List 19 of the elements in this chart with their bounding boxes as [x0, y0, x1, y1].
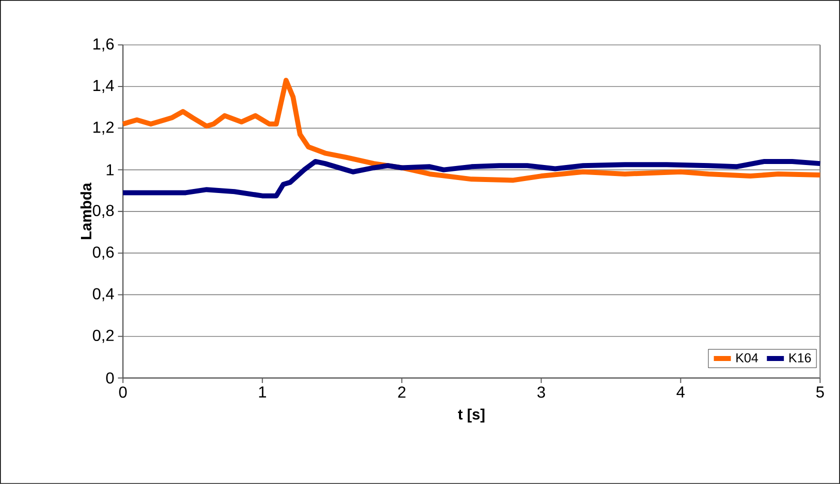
x-tick-label: 2 — [398, 386, 406, 398]
y-tick-label: 1,2 — [93, 122, 114, 135]
y-axis-title: Lambda — [80, 182, 92, 240]
y-tick-label: 1 — [106, 164, 114, 176]
y-tick-label: 0,6 — [92, 246, 114, 260]
x-tick-label: 5 — [816, 386, 824, 398]
x-axis-title: t [s] — [458, 408, 484, 423]
y-tick-label: 1,4 — [93, 80, 114, 94]
y-tick-label: 0,8 — [92, 204, 114, 218]
x-tick-label: 4 — [676, 386, 685, 398]
x-tick-label: 3 — [537, 386, 545, 398]
legend-label: K16 — [789, 353, 811, 362]
y-tick-label: 0 — [106, 372, 114, 384]
x-tick-label: 0 — [119, 386, 127, 398]
y-tick-label: 0,4 — [92, 288, 114, 302]
y-tick-label: 1,6 — [93, 38, 114, 52]
y-tick-label: 0,2 — [92, 330, 114, 343]
legend-label: K04 — [736, 353, 758, 362]
x-tick-label: 1 — [259, 386, 266, 398]
